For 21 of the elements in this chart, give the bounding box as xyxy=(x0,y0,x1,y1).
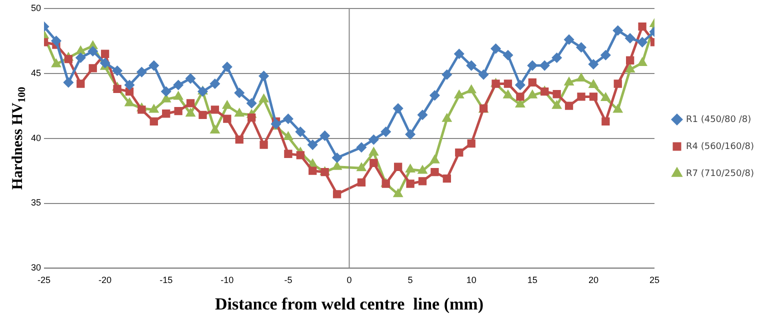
y-axis-title: Hardness HV100 xyxy=(10,86,28,190)
x-tick-label: 20 xyxy=(588,275,598,286)
x-tick-label: 25 xyxy=(649,275,660,286)
y-tick-label: 45 xyxy=(30,68,42,78)
x-tick-label: 10 xyxy=(466,275,476,286)
y-tick-label: 30 xyxy=(30,262,42,273)
x-tick-label: 15 xyxy=(527,275,538,286)
y-tick-label: 35 xyxy=(30,198,42,208)
legend-label: R7 (710/250/8) xyxy=(686,168,754,179)
x-axis-title: Distance from weld centre line (mm) xyxy=(215,294,484,314)
x-tick-label: -5 xyxy=(284,275,292,286)
x-tick-label: -10 xyxy=(220,275,234,286)
x-tick-label: -25 xyxy=(38,275,51,286)
x-tick-label: -20 xyxy=(98,275,112,286)
x-tick-label: 5 xyxy=(408,275,413,286)
y-tick-label: 40 xyxy=(30,132,42,143)
x-tick-label: 0 xyxy=(346,275,352,286)
legend-label: R4 (560/160/8) xyxy=(686,142,754,152)
x-tick-label: -15 xyxy=(160,275,173,286)
legend-label: R1 (450/80 /8) xyxy=(686,114,752,125)
y-tick-label: 50 xyxy=(30,2,42,13)
